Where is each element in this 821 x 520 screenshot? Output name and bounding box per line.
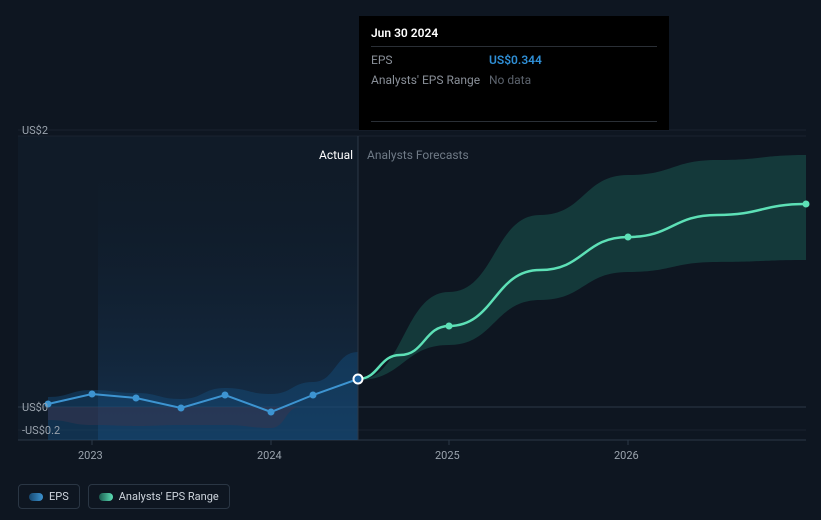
tooltip-row: Analysts' EPS Range No data [371,67,657,87]
eps-chart: US$2 US$0 -US$0.2 2023 2024 2025 2026 Ac… [0,0,821,520]
section-label-actual: Actual [319,148,353,162]
tooltip-date: Jun 30 2024 [371,24,657,47]
tooltip-value: No data [489,73,531,87]
x-axis-label: 2023 [78,449,103,462]
chart-tooltip: Jun 30 2024 EPS US$0.344 Analysts' EPS R… [359,16,669,130]
y-axis-label: -US$0.2 [22,424,60,437]
tooltip-value: US$0.344 [489,53,542,67]
y-axis-label: US$2 [22,124,48,137]
y-axis-label: US$0 [22,401,48,414]
tooltip-row: EPS US$0.344 [371,47,657,67]
tooltip-label: EPS [371,53,489,67]
section-label-forecast: Analysts Forecasts [367,148,469,162]
x-axis-label: 2024 [257,449,282,462]
x-axis-label: 2026 [614,449,639,462]
legend-swatch-icon [29,493,43,501]
tooltip-divider [371,91,657,122]
x-axis-label: 2025 [435,449,460,462]
legend-label: Analysts' EPS Range [119,490,219,503]
legend-swatch-icon [99,493,113,501]
legend-label: EPS [49,490,69,503]
legend-item-range[interactable]: Analysts' EPS Range [88,484,230,509]
chart-legend: EPS Analysts' EPS Range [18,484,230,509]
tooltip-label: Analysts' EPS Range [371,73,489,87]
legend-item-eps[interactable]: EPS [18,484,80,509]
